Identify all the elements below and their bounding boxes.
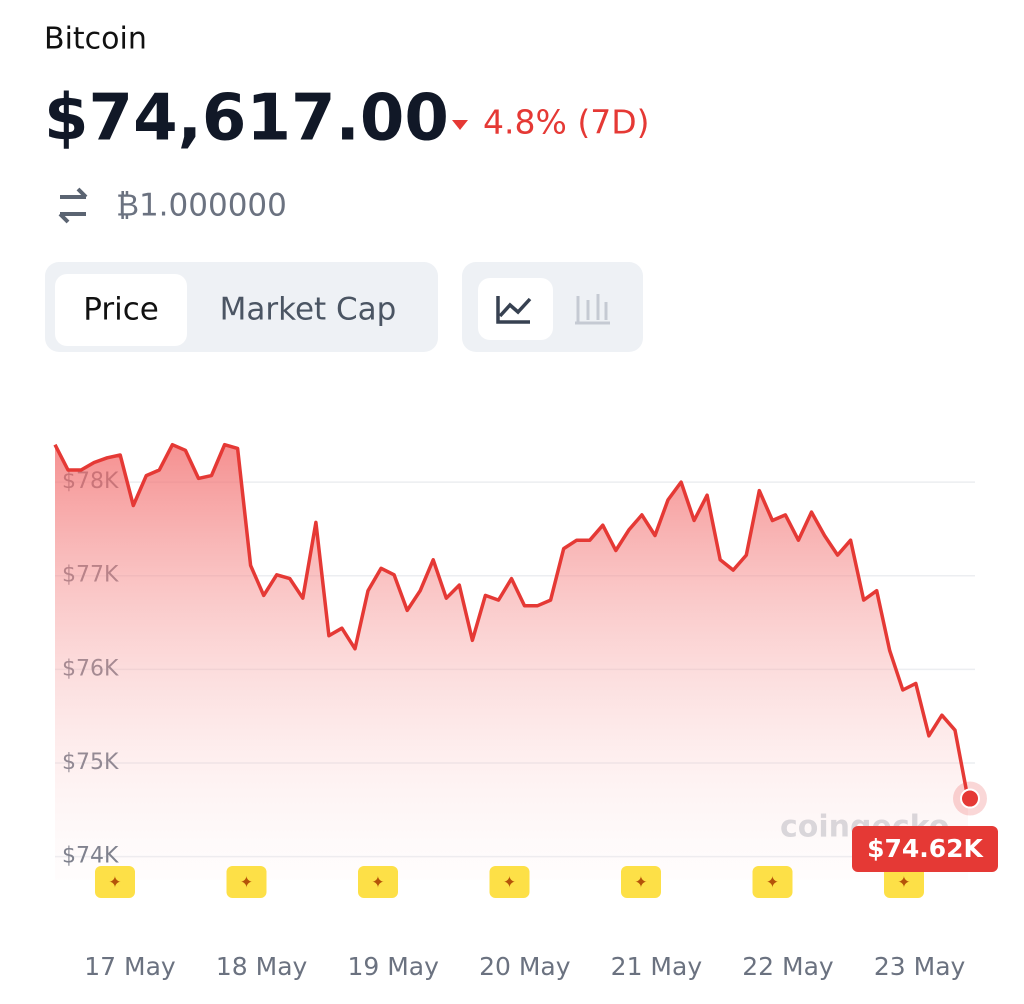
candle-icon (575, 294, 610, 325)
change: 4.8% (7D) (483, 103, 649, 142)
x-tick-label: 21 May (611, 952, 703, 981)
event-marker (884, 866, 924, 898)
event-icon: ✦ (108, 873, 121, 892)
area (55, 444, 968, 880)
end-label: $74.62K (867, 834, 984, 863)
conversion: ₿1.000000 (116, 188, 287, 224)
tab[interactable]: Market Cap (220, 292, 397, 328)
event-marker (621, 866, 661, 898)
event-icon: ✦ (766, 873, 779, 892)
event-marker (752, 866, 793, 898)
swap-icon (58, 187, 88, 224)
event-icon: ✦ (371, 873, 384, 892)
price-line (53, 442, 970, 800)
tab-active (55, 274, 187, 346)
coin-name: Bitcoin (44, 22, 147, 57)
end-label-box (852, 826, 998, 872)
event-marker (226, 866, 267, 898)
event-marker (489, 866, 530, 898)
chart: $74K$75K$76K$77K$78Kcoingecko✦17 May✦18 … (53, 442, 998, 981)
event-icon: ✦ (240, 873, 253, 892)
x-tick-label: 17 May (84, 952, 176, 981)
x-tick-label: 18 May (216, 952, 308, 981)
down-arrow (452, 120, 468, 130)
event-marker (358, 866, 398, 898)
end-dot (960, 788, 980, 809)
x-tick-label: 23 May (874, 952, 966, 981)
price: $74,617.00 (44, 82, 449, 156)
event-marker (95, 866, 135, 898)
event-icon: ✦ (634, 873, 647, 892)
tab[interactable]: Price (83, 292, 159, 328)
x-tick-label: 19 May (347, 952, 439, 981)
event-icon: ✦ (503, 873, 516, 892)
event-icon: ✦ (897, 873, 910, 892)
x-tick-label: 20 May (479, 952, 571, 981)
x-tick-label: 22 May (742, 952, 834, 981)
line-icon (496, 296, 532, 324)
